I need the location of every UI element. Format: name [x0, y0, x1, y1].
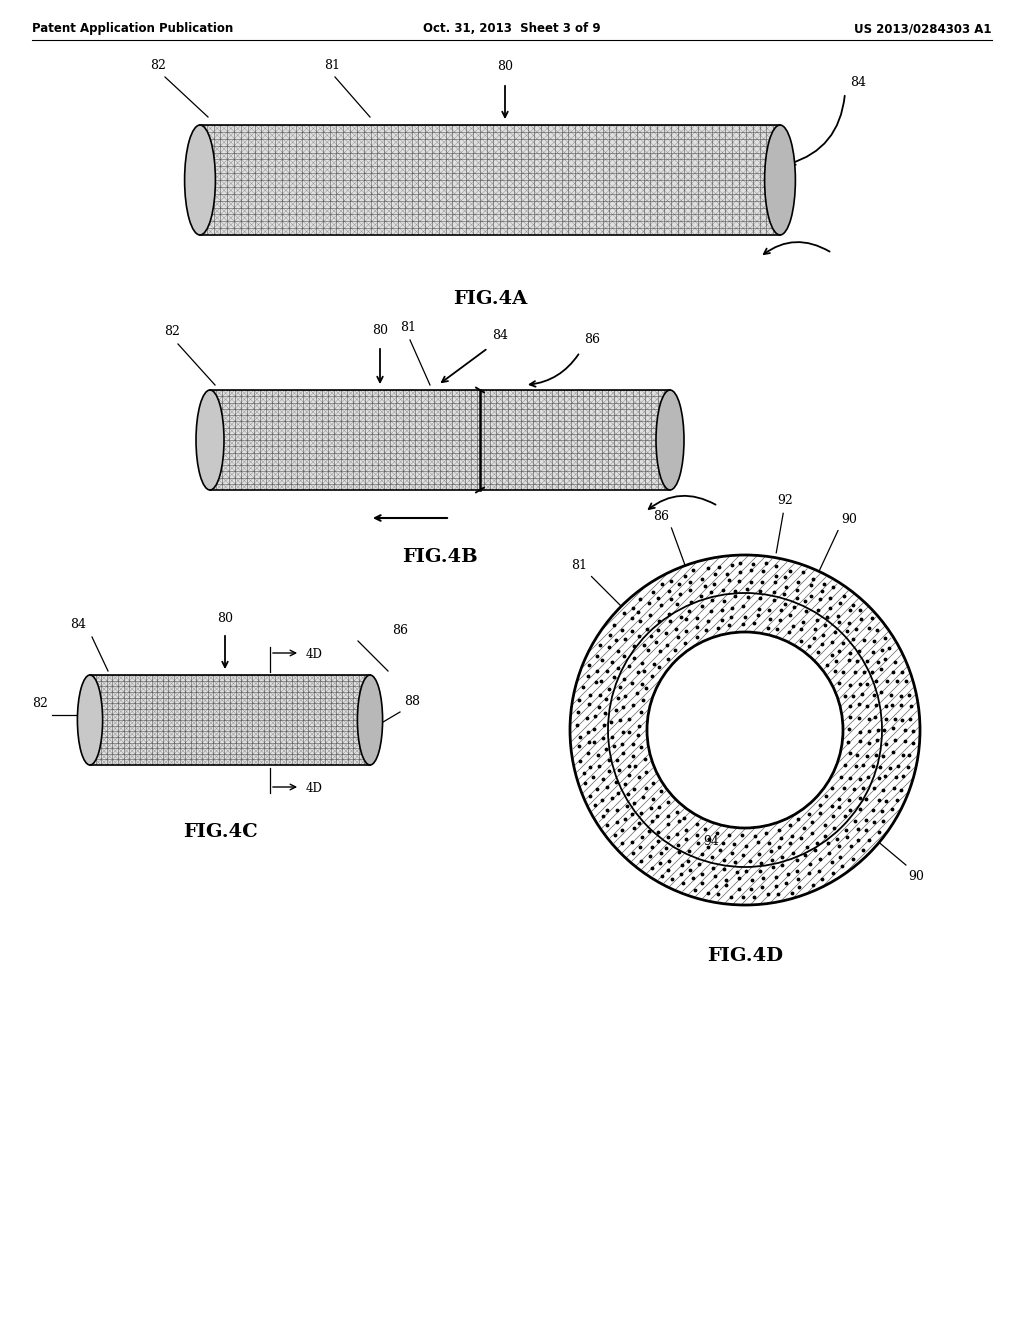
Text: 84: 84 [70, 618, 86, 631]
Text: 82: 82 [151, 59, 166, 73]
Circle shape [647, 632, 843, 828]
Bar [90, 675, 370, 766]
Ellipse shape [196, 389, 224, 490]
Ellipse shape [184, 125, 215, 235]
Text: FIG.4C: FIG.4C [182, 822, 257, 841]
Text: 90: 90 [908, 870, 924, 883]
Text: 4D: 4D [306, 648, 323, 661]
Text: 88: 88 [404, 696, 420, 708]
Text: 80: 80 [372, 323, 388, 337]
Bar [200, 125, 780, 235]
Ellipse shape [656, 389, 684, 490]
Ellipse shape [357, 675, 383, 766]
Text: 90: 90 [841, 512, 857, 525]
Text: FIG.4A: FIG.4A [453, 290, 527, 308]
Text: 86: 86 [392, 624, 408, 638]
Text: 82: 82 [32, 697, 48, 710]
Text: 80: 80 [217, 612, 233, 624]
Text: 92: 92 [777, 495, 793, 507]
Text: 84: 84 [492, 329, 508, 342]
Text: FIG.4D: FIG.4D [707, 946, 783, 965]
Text: FIG.4B: FIG.4B [402, 548, 478, 566]
Text: 82: 82 [164, 325, 180, 338]
Text: 81: 81 [324, 59, 340, 73]
Text: Patent Application Publication: Patent Application Publication [32, 22, 233, 36]
Text: 86: 86 [653, 510, 670, 523]
Text: 84: 84 [850, 77, 866, 88]
Text: 94: 94 [703, 836, 719, 849]
Text: 86: 86 [584, 333, 600, 346]
Text: 81: 81 [571, 558, 588, 572]
Text: 80: 80 [497, 59, 513, 73]
Text: 4D: 4D [306, 783, 323, 796]
Ellipse shape [78, 675, 102, 766]
Ellipse shape [765, 125, 796, 235]
Text: US 2013/0284303 A1: US 2013/0284303 A1 [854, 22, 992, 36]
Bar [210, 389, 670, 490]
Text: Oct. 31, 2013  Sheet 3 of 9: Oct. 31, 2013 Sheet 3 of 9 [423, 22, 601, 36]
Text: 81: 81 [400, 321, 416, 334]
